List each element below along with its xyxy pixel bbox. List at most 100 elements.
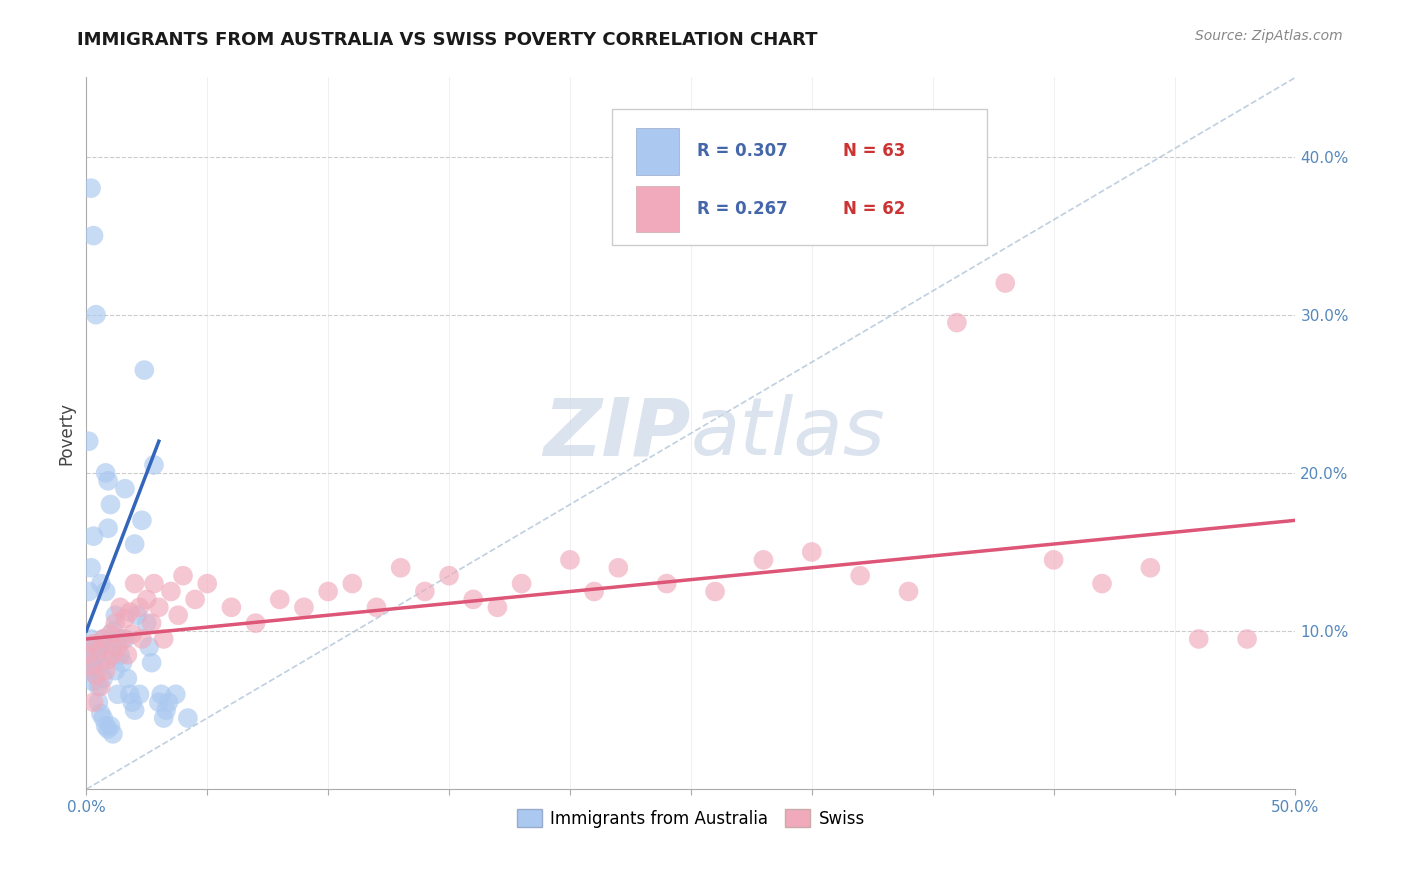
Point xyxy=(83,529,105,543)
Point xyxy=(366,600,388,615)
Point xyxy=(160,584,183,599)
Point xyxy=(1188,632,1211,646)
Point xyxy=(108,648,131,662)
Point xyxy=(148,600,170,615)
Point xyxy=(152,711,174,725)
Point xyxy=(77,664,100,678)
Text: atlas: atlas xyxy=(690,394,886,473)
Point xyxy=(111,656,134,670)
Point xyxy=(117,672,139,686)
Point xyxy=(87,643,110,657)
Point xyxy=(94,719,117,733)
Point xyxy=(84,668,107,682)
Point xyxy=(100,648,122,662)
Point xyxy=(84,668,107,682)
Point xyxy=(80,561,103,575)
Point xyxy=(125,608,148,623)
Point xyxy=(128,600,150,615)
Point xyxy=(994,276,1017,290)
Point xyxy=(195,576,218,591)
Point xyxy=(165,687,187,701)
Point xyxy=(83,637,105,651)
Point xyxy=(83,674,105,689)
Point xyxy=(118,687,141,701)
Point xyxy=(131,632,153,646)
FancyBboxPatch shape xyxy=(637,128,679,175)
Point xyxy=(114,482,136,496)
Point xyxy=(148,695,170,709)
Point xyxy=(316,584,339,599)
Point xyxy=(90,680,112,694)
Point xyxy=(221,600,243,615)
Text: R = 0.307: R = 0.307 xyxy=(697,143,787,161)
Point xyxy=(124,537,146,551)
Point xyxy=(83,228,105,243)
Point xyxy=(84,308,107,322)
Text: ZIP: ZIP xyxy=(544,394,690,473)
Point xyxy=(107,640,129,654)
Point xyxy=(91,672,114,686)
Point xyxy=(135,592,157,607)
Point xyxy=(138,640,160,654)
Point xyxy=(128,687,150,701)
Point xyxy=(77,434,100,449)
Point xyxy=(84,648,107,662)
Point xyxy=(655,576,678,591)
Point xyxy=(77,640,100,654)
Point xyxy=(80,656,103,670)
Point xyxy=(114,632,136,646)
Point xyxy=(849,568,872,582)
FancyBboxPatch shape xyxy=(612,110,987,244)
Point xyxy=(141,656,163,670)
Point xyxy=(124,576,146,591)
Text: R = 0.267: R = 0.267 xyxy=(697,200,787,219)
Point xyxy=(100,498,122,512)
Point xyxy=(104,664,127,678)
Point xyxy=(510,576,533,591)
Point xyxy=(104,616,127,631)
Point xyxy=(97,521,120,535)
Point xyxy=(124,703,146,717)
Point xyxy=(107,687,129,701)
Point xyxy=(101,727,124,741)
Point xyxy=(1139,561,1161,575)
Point xyxy=(413,584,436,599)
Point xyxy=(607,561,630,575)
Text: IMMIGRANTS FROM AUSTRALIA VS SWISS POVERTY CORRELATION CHART: IMMIGRANTS FROM AUSTRALIA VS SWISS POVER… xyxy=(77,31,818,49)
Point xyxy=(111,632,134,646)
Point xyxy=(1236,632,1258,646)
Point xyxy=(269,592,291,607)
Point xyxy=(97,722,120,736)
Point xyxy=(172,568,194,582)
Legend: Immigrants from Australia, Swiss: Immigrants from Australia, Swiss xyxy=(510,803,872,834)
Point xyxy=(101,648,124,662)
Point xyxy=(101,624,124,638)
Point xyxy=(558,553,581,567)
Point xyxy=(104,608,127,623)
Point xyxy=(389,561,412,575)
Point xyxy=(83,658,105,673)
Point xyxy=(1091,576,1114,591)
Y-axis label: Poverty: Poverty xyxy=(58,401,75,465)
Point xyxy=(80,181,103,195)
Point xyxy=(583,584,606,599)
Point xyxy=(91,711,114,725)
Point xyxy=(897,584,920,599)
Point xyxy=(184,592,207,607)
Point xyxy=(107,632,129,646)
Point xyxy=(152,632,174,646)
Point xyxy=(77,584,100,599)
Point xyxy=(94,584,117,599)
Text: N = 62: N = 62 xyxy=(844,200,905,219)
Point xyxy=(108,600,131,615)
Point xyxy=(97,652,120,666)
Point xyxy=(134,363,156,377)
Point xyxy=(150,687,173,701)
Point xyxy=(752,553,775,567)
Point xyxy=(121,627,143,641)
Point xyxy=(90,706,112,721)
Point xyxy=(704,584,727,599)
Point xyxy=(143,458,166,472)
Text: Source: ZipAtlas.com: Source: ZipAtlas.com xyxy=(1195,29,1343,43)
Point xyxy=(437,568,460,582)
